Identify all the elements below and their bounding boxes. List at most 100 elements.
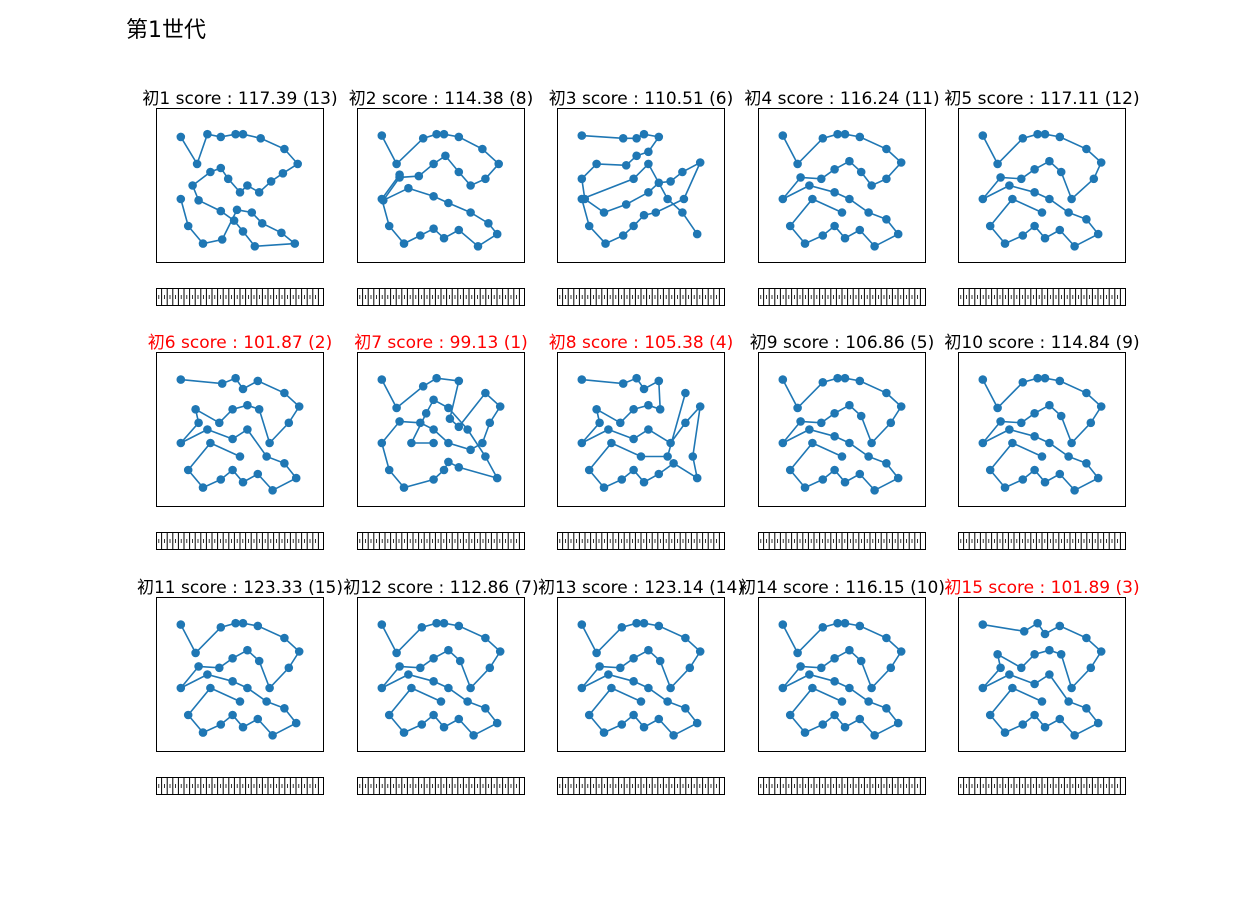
city-point [439,465,449,475]
city-point [1030,710,1039,720]
city-point [1086,663,1096,673]
city-point [601,239,610,248]
city-point [1030,221,1039,231]
city-point [284,663,294,673]
genome-strip [156,777,324,795]
city-point [978,131,988,140]
city-point [232,205,242,215]
city-point [262,697,271,706]
city-point [978,683,988,693]
city-point [855,225,865,235]
city-point [893,718,903,728]
city-point [577,174,587,184]
city-point [896,647,906,656]
city-point [886,663,896,673]
panel-title: 初14 score : 116.15 (10) [738,578,946,598]
city-point [644,147,653,157]
city-point [996,417,1005,426]
genome-strip [357,532,525,550]
city-point [837,208,847,217]
city-point [1055,376,1065,386]
city-point [280,459,289,468]
city-point [418,382,428,391]
city-point [176,194,186,204]
city-point [466,445,475,455]
city-point [384,710,394,720]
city-point [688,452,698,461]
city-point [243,683,252,693]
city-point [855,376,865,386]
city-point [617,475,627,484]
city-point [692,229,702,239]
city-point [639,618,649,628]
city-point [284,418,294,428]
city-point [1030,679,1039,689]
panel-title: 初3 score : 110.51 (6) [548,89,734,109]
city-point [681,704,690,713]
city-point [268,486,277,495]
city-point [466,683,475,693]
city-point [629,710,638,720]
city-point [192,159,202,169]
city-point [439,722,449,732]
tour-plot [357,108,525,263]
plot-frame [156,108,324,263]
city-point [651,208,661,217]
city-point [445,414,455,423]
city-point [1055,714,1065,724]
tour-plot [557,352,725,507]
city-point [685,663,695,673]
genome-strip [357,777,525,795]
tour-plot [156,108,324,263]
city-point [1070,486,1079,495]
city-point [1018,720,1028,729]
city-point [817,174,826,184]
city-point [793,648,802,658]
city-point [250,242,260,251]
city-point [1018,475,1028,484]
city-point [216,720,226,729]
city-point [845,194,854,204]
genome-strip [357,288,525,306]
city-point [404,670,413,679]
city-point [1082,388,1091,398]
city-point [870,242,879,251]
city-point [808,438,817,448]
city-point [886,418,896,428]
city-point [796,662,805,671]
city-point [215,663,224,673]
tour-plot [357,352,525,507]
city-point [818,134,828,143]
city-point [481,704,490,713]
city-point [1082,459,1091,468]
city-point [377,131,387,140]
city-point [429,192,438,201]
city-point [584,465,594,475]
city-point [216,163,226,173]
city-point [176,620,186,629]
city-point [1008,438,1017,448]
city-point [481,633,490,643]
city-point [1005,670,1014,679]
city-point [882,459,891,468]
city-point [584,221,594,231]
city-point [1067,438,1076,448]
city-point [1086,418,1096,428]
city-point [808,683,817,693]
city-point [678,208,687,217]
genome-strip [758,288,926,306]
city-point [830,221,839,231]
city-point [793,403,802,413]
city-point [655,656,665,666]
city-point [203,129,212,139]
city-point [882,388,891,398]
city-point [238,618,248,628]
genome-strip [156,532,324,550]
city-point [681,418,690,428]
city-point [1045,438,1054,448]
city-point [681,633,690,643]
city-point [856,167,866,177]
city-point [407,683,416,693]
city-point [800,239,810,248]
city-point [215,418,224,428]
